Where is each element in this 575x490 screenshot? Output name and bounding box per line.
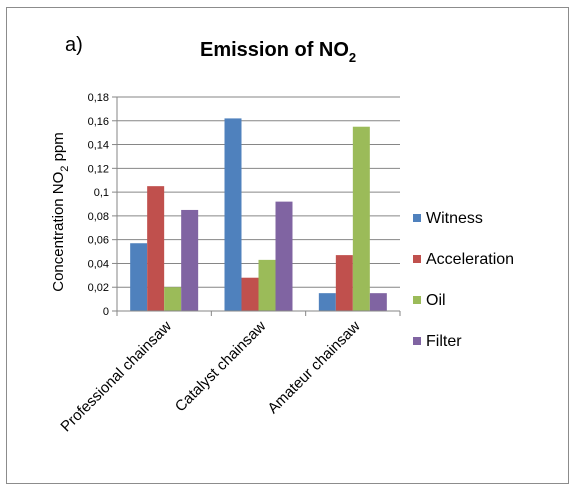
y-axis-label: Concentration NO2 ppm (50, 132, 71, 292)
legend-swatch (413, 255, 421, 263)
bar-filter-3 (369, 293, 387, 311)
y-tick-label: 0,14 (88, 140, 109, 152)
y-tick-label: 0,06 (88, 235, 109, 247)
bar-witness-1 (130, 243, 148, 311)
panel-label: a) (65, 34, 83, 56)
y-axis-ticks: 0 0,02 0,04 0,06 0,08 0,1 0,12 0,14 0,16 0,18 (88, 92, 401, 318)
y-tick-label: 0,16 (88, 116, 109, 128)
y-tick-label: 0,18 (88, 92, 109, 104)
y-tick-label: 0,1 (94, 187, 109, 199)
legend: Witness Acceleration Oil Filter (413, 210, 514, 350)
bar-oil-3 (352, 126, 370, 311)
bar-witness-2 (224, 118, 242, 312)
bar-acceleration-1 (147, 186, 165, 311)
x-category-label: Amateur chainsaw (264, 318, 363, 417)
y-axis-label-suffix: ppm (50, 132, 67, 165)
legend-label: Oil (426, 292, 446, 309)
chart-title: Emission of NO2 (200, 39, 356, 65)
bar-oil-1 (164, 287, 182, 311)
y-tick-label: 0,04 (88, 258, 109, 270)
y-tick-label: 0,02 (88, 282, 109, 294)
legend-label: Acceleration (426, 251, 514, 268)
bars (130, 118, 387, 312)
bar-filter-2 (275, 201, 293, 311)
bar-oil-2 (258, 259, 276, 311)
x-category-label: Professional chainsaw (57, 318, 175, 436)
y-tick-label: 0 (103, 306, 109, 318)
legend-label: Witness (426, 210, 483, 227)
bar-filter-1 (181, 209, 199, 311)
x-category-label: Catalyst chainsaw (172, 318, 270, 416)
y-axis-label-subscript: 2 (59, 166, 71, 172)
legend-swatch (413, 337, 421, 345)
legend-swatch (413, 296, 421, 304)
legend-swatch (413, 214, 421, 222)
bar-acceleration-2 (241, 277, 259, 311)
legend-label: Filter (426, 333, 462, 350)
bar-acceleration-3 (335, 255, 353, 311)
y-axis-label-main: Concentration NO (50, 172, 67, 292)
chart-title-main: Emission of NO (200, 39, 349, 61)
y-tick-label: 0,08 (88, 211, 109, 223)
chart-title-subscript: 2 (349, 50, 356, 65)
bar-witness-3 (318, 293, 336, 311)
y-tick-label: 0,12 (88, 163, 109, 175)
